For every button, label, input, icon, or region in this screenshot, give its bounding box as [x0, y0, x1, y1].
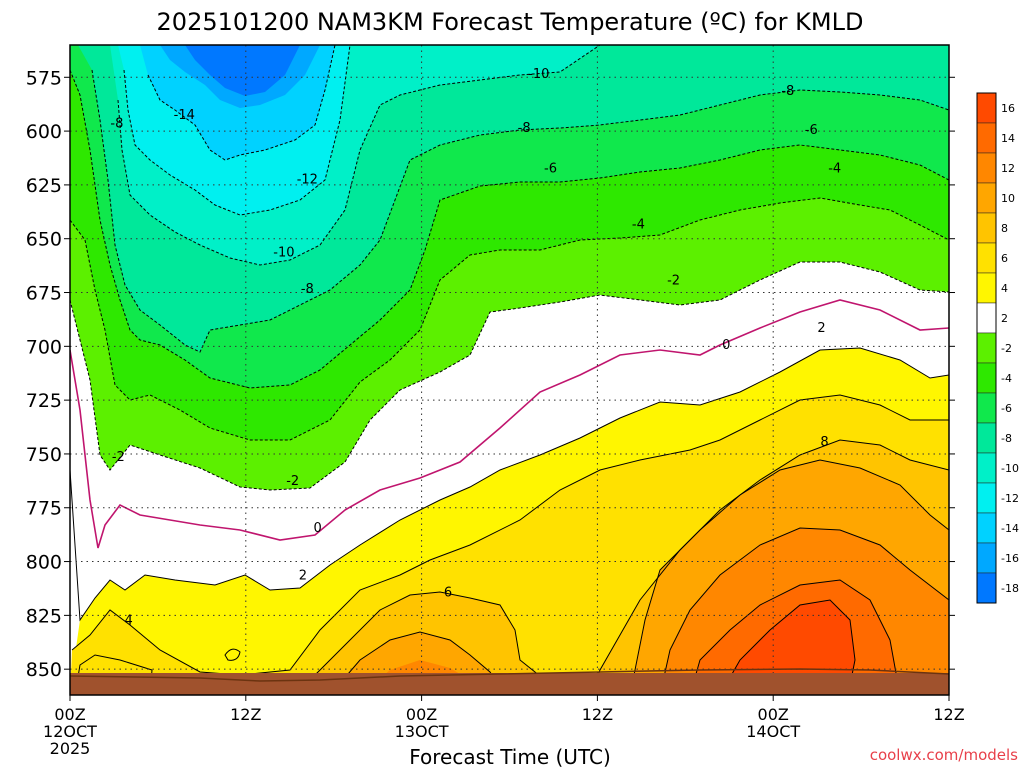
x-tick-date: 13OCT [395, 722, 449, 741]
y-tick-label: 575 [26, 67, 62, 89]
plot-frame [69, 44, 950, 696]
contour-label: -8 [781, 84, 794, 99]
contour-label: 0 [722, 338, 730, 353]
contour-label: 8 [820, 435, 828, 450]
y-tick-label: 625 [26, 175, 62, 197]
colorbar-swatch [976, 182, 997, 214]
y-tick-label: 675 [26, 283, 62, 305]
x-tick-label: 12Z [582, 705, 613, 724]
colorbar-swatch [976, 422, 997, 454]
colorbar-swatch [976, 152, 997, 184]
x-tick-year: 2025 [50, 739, 91, 758]
contour-label: -8 [110, 116, 123, 131]
x-tick-label: 12Z [230, 705, 261, 724]
credit-text: coolwx.com/models [870, 746, 1018, 764]
y-tick-label: 800 [26, 552, 62, 574]
y-tick-label: 825 [26, 605, 62, 627]
contour-label: -4 [828, 162, 841, 177]
colorbar-label: 6 [1001, 252, 1008, 265]
colorbar-swatch [976, 122, 997, 154]
contour-label: -2 [112, 450, 125, 465]
x-axis-label: Forecast Time (UTC) [409, 745, 611, 768]
colorbar-swatch [976, 362, 997, 394]
contour-label: -6 [805, 123, 818, 138]
colorbar-swatch [976, 572, 997, 604]
contour-label: -14 [174, 108, 195, 123]
gridlines [70, 45, 949, 695]
colorbar-label: 12 [1001, 162, 1015, 175]
colorbar-swatch [976, 392, 997, 424]
colorbar-swatch [976, 212, 997, 244]
colorbar-label: 4 [1001, 282, 1008, 295]
colorbar-label: 8 [1001, 222, 1008, 235]
colorbar-swatch [976, 92, 997, 124]
colorbar-label: -6 [1001, 402, 1012, 415]
contour-label: -10 [273, 246, 294, 261]
colorbar-frame [976, 92, 997, 604]
contour-label: 0 [313, 521, 321, 536]
contour-label: 2 [299, 568, 307, 583]
x-tick-label: 00Z [54, 705, 85, 724]
colorbar-label: -8 [1001, 432, 1012, 445]
contour-label: -2 [286, 474, 299, 489]
band-le-minus18 [185, 45, 300, 96]
colorbar-label: 14 [1001, 132, 1015, 145]
y-tick-label: 650 [26, 229, 62, 251]
y-tick-label: 775 [26, 498, 62, 520]
terrain-ground [70, 673, 949, 695]
contour-label: -12 [297, 172, 318, 187]
y-tick-label: 850 [26, 659, 62, 681]
contour-label: -8 [518, 121, 531, 136]
colorbar-label: -14 [1001, 522, 1019, 535]
terrain-edge [70, 668, 949, 682]
colorbar-label: -4 [1001, 372, 1012, 385]
colorbar-swatch [976, 452, 997, 484]
y-tick-label: 600 [26, 121, 62, 143]
negative-contours [70, 45, 949, 491]
colorbar-label: 16 [1001, 102, 1015, 115]
y-tick-label: 750 [26, 444, 62, 466]
plot-area: -10 -8 -14 -8 -8 -6 -6 -12 -4 -4 -10 -2 -8 0 2 -2 8 -2 0 2 6… [70, 45, 949, 695]
colorbar-swatch [976, 302, 997, 334]
colorbar-swatch [976, 272, 997, 304]
contour-label: 2 [817, 321, 825, 336]
x-tick-label: 00Z [406, 705, 437, 724]
zero-contour [70, 299, 949, 549]
x-tick-label: 12Z [933, 705, 964, 724]
contour-label: -6 [544, 162, 557, 177]
contour-label: -10 [528, 67, 549, 82]
chart-title: 2025101200 NAM3KM Forecast Temperature (… [157, 8, 864, 36]
colorbar-swatch [976, 482, 997, 514]
contour-label: -2 [667, 274, 680, 289]
colorbar-label: -18 [1001, 582, 1019, 595]
colorbar: 16 14 12 10 8 6 4 2 -2 -4 -6 -8 -10 -12 -14 -16 -18 [976, 92, 1019, 604]
colorbar-swatch [976, 512, 997, 544]
colorbar-label: 10 [1001, 192, 1015, 205]
positive-contours [70, 347, 949, 695]
y-tick-label: 700 [26, 336, 62, 358]
colorbar-label: 2 [1001, 312, 1008, 325]
colorbar-label: -10 [1001, 462, 1019, 475]
colorbar-swatch [976, 332, 997, 364]
y-tick-label: 725 [26, 390, 62, 412]
colorbar-label: -16 [1001, 552, 1019, 565]
contour-label: -8 [301, 282, 314, 297]
contour-label: 6 [444, 586, 452, 601]
contour-label: -4 [632, 218, 645, 233]
contour-label: 4 [124, 614, 132, 629]
colorbar-label: -12 [1001, 492, 1019, 505]
x-tick-date: 14OCT [746, 722, 800, 741]
x-tick-date: 12OCT [43, 722, 97, 741]
colorbar-label: -2 [1001, 342, 1012, 355]
band-ge-14 [720, 600, 855, 695]
x-tick-label: 00Z [758, 705, 789, 724]
contour-labels: -10 -8 -14 -8 -8 -6 -6 -12 -4 -4 -10 -2 -8 0 2 -2 8 -2 0 2 6… [110, 67, 841, 629]
colorbar-swatch [976, 542, 997, 574]
colorbar-swatch [976, 242, 997, 274]
